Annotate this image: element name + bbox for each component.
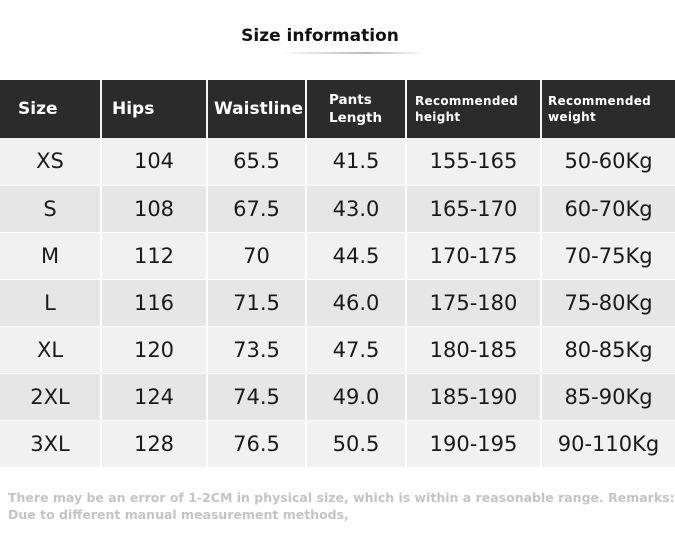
header-pants-length-line2: Length — [329, 110, 383, 126]
header-recommended-weight-line2: weight — [548, 110, 597, 124]
table-row: 2XL 124 74.5 49.0 185-190 85-90Kg — [0, 373, 675, 421]
header-hips-label: Hips — [112, 99, 155, 119]
cell-recommended-weight: 75-80Kg — [541, 279, 675, 327]
cell-size: 2XL — [0, 373, 102, 421]
cell-size: XS — [0, 138, 102, 186]
cell-pants-length: 47.5 — [306, 326, 407, 374]
note-line-1: There may be an error of 1-2CM in physic… — [8, 490, 675, 505]
cell-recommended-height: 175-180 — [406, 279, 542, 327]
cell-recommended-weight: 70-75Kg — [541, 232, 675, 280]
header-size: Size — [0, 80, 102, 138]
header-recommended-weight: Recommended weight — [541, 80, 675, 138]
cell-size: S — [0, 185, 102, 233]
title-underline — [280, 52, 425, 54]
cell-hips: 108 — [101, 185, 208, 233]
header-waistline: Waistline — [207, 80, 307, 138]
cell-recommended-weight: 50-60Kg — [541, 138, 675, 186]
table-row: XS 104 65.5 41.5 155-165 50-60Kg — [0, 138, 675, 186]
cell-waistline: 74.5 — [207, 373, 307, 421]
cell-size: XL — [0, 326, 102, 374]
table-row: M 112 70 44.5 170-175 70-75Kg — [0, 232, 675, 280]
table-header-row: Size Hips Waistline Pants Length Recomme… — [0, 80, 675, 138]
cell-pants-length: 50.5 — [306, 420, 407, 468]
page-title: Size information — [241, 26, 399, 46]
cell-hips: 116 — [101, 279, 208, 327]
cell-size: M — [0, 232, 102, 280]
cell-pants-length: 43.0 — [306, 185, 407, 233]
cell-recommended-height: 170-175 — [406, 232, 542, 280]
cell-recommended-weight: 80-85Kg — [541, 326, 675, 374]
header-size-label: Size — [18, 99, 58, 119]
cell-pants-length: 41.5 — [306, 138, 407, 186]
cell-pants-length: 44.5 — [306, 232, 407, 280]
cell-recommended-height: 180-185 — [406, 326, 542, 374]
cell-pants-length: 46.0 — [306, 279, 407, 327]
header-recommended-weight-line1: Recommended — [548, 94, 652, 108]
table-row: L 116 71.5 46.0 175-180 75-80Kg — [0, 279, 675, 327]
cell-hips: 112 — [101, 232, 208, 280]
header-pants-length-line1: Pants — [329, 92, 372, 108]
table-row: S 108 67.5 43.0 165-170 60-70Kg — [0, 185, 675, 233]
cell-recommended-weight: 60-70Kg — [541, 185, 675, 233]
cell-recommended-height: 155-165 — [406, 138, 542, 186]
header-waistline-label: Waistline — [214, 99, 303, 119]
cell-waistline: 76.5 — [207, 420, 307, 468]
cell-size: L — [0, 279, 102, 327]
header-pants-length: Pants Length — [306, 80, 407, 138]
cell-waistline: 70 — [207, 232, 307, 280]
cell-hips: 124 — [101, 373, 208, 421]
cell-hips: 128 — [101, 420, 208, 468]
cell-recommended-height: 165-170 — [406, 185, 542, 233]
header-recommended-height: Recommended height — [406, 80, 542, 138]
cell-recommended-height: 185-190 — [406, 373, 542, 421]
cell-size: 3XL — [0, 420, 102, 468]
measurement-note: There may be an error of 1-2CM in physic… — [8, 489, 675, 523]
size-chart-table: Size Hips Waistline Pants Length Recomme… — [0, 80, 675, 468]
cell-hips: 120 — [101, 326, 208, 374]
cell-recommended-weight: 90-110Kg — [541, 420, 675, 468]
cell-hips: 104 — [101, 138, 208, 186]
note-line-2: Due to different manual measurement meth… — [8, 507, 349, 522]
table-row: XL 120 73.5 47.5 180-185 80-85Kg — [0, 326, 675, 374]
table-row: 3XL 128 76.5 50.5 190-195 90-110Kg — [0, 420, 675, 468]
cell-waistline: 65.5 — [207, 138, 307, 186]
cell-recommended-height: 190-195 — [406, 420, 542, 468]
header-recommended-height-line1: Recommended — [415, 94, 519, 108]
cell-pants-length: 49.0 — [306, 373, 407, 421]
header-recommended-height-line2: height — [415, 110, 461, 124]
cell-waistline: 73.5 — [207, 326, 307, 374]
header-hips: Hips — [101, 80, 208, 138]
cell-recommended-weight: 85-90Kg — [541, 373, 675, 421]
cell-waistline: 71.5 — [207, 279, 307, 327]
cell-waistline: 67.5 — [207, 185, 307, 233]
